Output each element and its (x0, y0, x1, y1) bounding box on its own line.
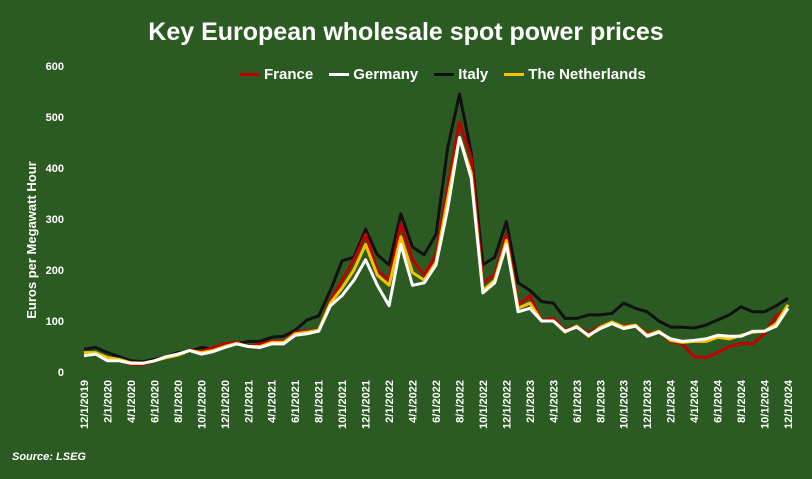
x-tick-label: 10/1/2024 (760, 379, 772, 429)
x-tick-label: 4/1/2024 (689, 379, 701, 423)
x-tick-label: 8/1/2021 (314, 380, 326, 423)
legend-swatch (434, 73, 455, 76)
y-tick-label: 200 (46, 265, 64, 277)
x-tick-label: 6/1/2022 (431, 380, 443, 423)
x-tick-label: 12/1/2023 (642, 380, 654, 429)
x-tick-label: 6/1/2023 (572, 380, 584, 423)
x-tick-label: 8/1/2023 (595, 380, 607, 423)
y-tick-label: 600 (46, 61, 64, 73)
x-tick-label: 8/1/2024 (736, 379, 748, 423)
x-tick-label: 10/1/2023 (619, 380, 631, 429)
x-tick-label: 12/1/2019 (79, 380, 91, 429)
x-tick-label: 12/1/2024 (783, 379, 795, 429)
series-line-italy (83, 92, 789, 364)
y-tick-label: 500 (46, 112, 64, 124)
x-tick-label: 4/1/2021 (267, 380, 279, 423)
source-note: Source: LSEG (12, 451, 86, 463)
legend: France Germany Italy The Netherlands (240, 66, 646, 83)
x-tick-label: 4/1/2023 (548, 380, 560, 423)
x-tick-label: 2/1/2022 (384, 380, 396, 423)
x-tick-label: 12/1/2022 (501, 380, 513, 429)
x-tick-label: 10/1/2021 (337, 380, 349, 429)
x-tick-label: 6/1/2021 (290, 380, 302, 423)
x-tick-label: 12/1/2021 (361, 380, 373, 429)
x-tick-label: 10/1/2022 (478, 380, 490, 429)
x-tick-label: 8/1/2022 (454, 380, 466, 423)
y-tick-label: 0 (58, 367, 64, 379)
legend-swatch (504, 73, 525, 76)
x-tick-label: 2/1/2021 (243, 380, 255, 423)
x-tick-label: 6/1/2020 (149, 380, 161, 423)
y-axis-label: Euros per Megawatt Hour (24, 161, 39, 318)
x-tick-label: 2/1/2024 (666, 379, 678, 423)
series-line-germany (83, 135, 790, 365)
legend-swatch (329, 73, 350, 76)
x-tick-label: 6/1/2024 (713, 379, 725, 423)
legend-label: France (264, 66, 314, 83)
chart-title: Key European wholesale spot power prices (148, 18, 664, 46)
x-tick-label: 4/1/2022 (408, 380, 420, 423)
legend-label: Italy (458, 66, 489, 83)
y-tick-label: 300 (46, 214, 64, 226)
x-tick-label: 10/1/2020 (196, 380, 208, 429)
legend-item-france: France (240, 66, 313, 83)
x-tick-label: 8/1/2020 (173, 380, 185, 423)
legend-label: The Netherlands (528, 66, 646, 83)
legend-item-germany: Germany (329, 66, 418, 83)
y-tick-label: 400 (46, 163, 64, 175)
y-tick-label: 100 (46, 316, 64, 328)
legend-swatch (240, 73, 260, 76)
legend-item-the-netherlands: The Netherlands (504, 66, 646, 83)
x-tick-label: 4/1/2020 (126, 380, 138, 423)
x-tick-label: 2/1/2020 (102, 380, 114, 423)
x-tick-label: 2/1/2023 (525, 380, 537, 423)
legend-item-italy: Italy (434, 66, 488, 83)
legend-label: Germany (353, 66, 419, 83)
x-tick-label: 12/1/2020 (220, 380, 232, 429)
